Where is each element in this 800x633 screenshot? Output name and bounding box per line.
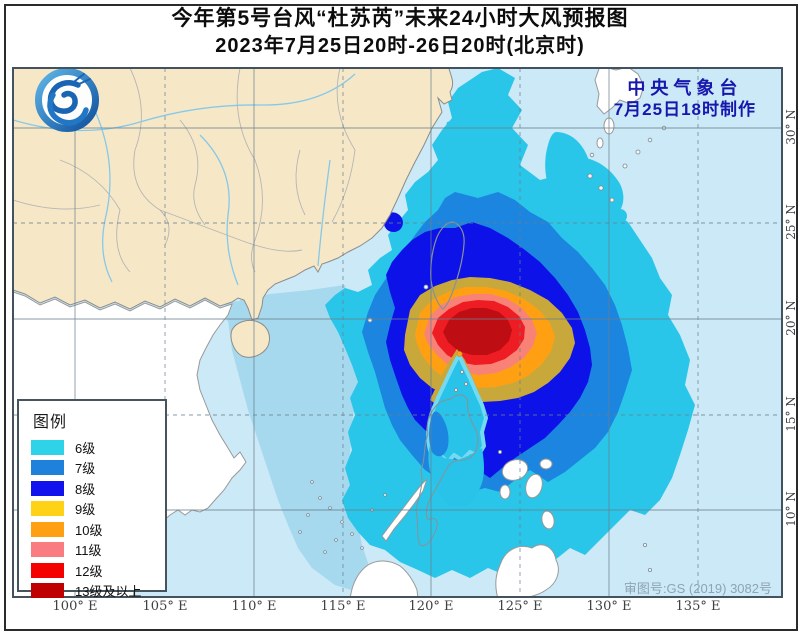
hainan-island xyxy=(230,319,271,358)
page-title: 今年第5号台风“杜苏芮”未来24小时大风预报图 xyxy=(171,7,629,30)
legend-swatch xyxy=(31,583,64,598)
lon-label: 120° E xyxy=(408,599,454,614)
luzon-outline xyxy=(415,394,479,547)
page-subtitle: 2023年7月25日20时-26日20时(北京时) xyxy=(215,35,585,57)
issue-time: 7月25日18时制作 xyxy=(613,100,756,119)
legend-item: 6级 xyxy=(31,437,165,457)
lon-label: 115° E xyxy=(320,599,366,614)
taiwan-outline xyxy=(430,221,465,310)
legend-label: 8级 xyxy=(75,481,96,497)
graticule xyxy=(13,68,782,597)
lon-label: 130° E xyxy=(586,599,632,614)
china-land xyxy=(13,68,454,358)
legend-label: 11级 xyxy=(75,543,102,558)
map-border xyxy=(12,67,783,598)
legend-item: 7级 xyxy=(31,458,165,478)
lon-label: 100° E xyxy=(52,599,98,614)
legend-swatch xyxy=(31,460,64,475)
province-borders xyxy=(13,68,356,273)
lat-label: 25° N xyxy=(784,204,798,240)
legend-label: 9级 xyxy=(75,502,96,517)
visayas-mindanao xyxy=(495,458,559,597)
legend-item: 9级 xyxy=(31,499,165,519)
wind-scale-legend: 图例 6级 7级 8级 9级 10级 11级 12级 xyxy=(17,399,167,599)
lat-label: 10° N xyxy=(784,491,798,527)
legend-swatch xyxy=(31,562,64,578)
cma-logo xyxy=(35,68,99,132)
map-title-block: 今年第5号台风“杜苏芮”未来24小时大风预报图 2023年7月25日20时-26… xyxy=(0,5,800,59)
legend-item: 8级 xyxy=(31,478,165,498)
lat-label: 30° N xyxy=(784,109,798,145)
legend-label: 13级及以上 xyxy=(75,584,142,599)
legend-item: 13级及以上 xyxy=(31,581,165,601)
island-specks xyxy=(298,125,667,573)
legend-item: 11级 xyxy=(31,540,165,560)
rivers xyxy=(13,73,356,286)
lat-label: 20° N xyxy=(784,300,798,336)
agency-credit: 中央气象台 7月25日18时制作 xyxy=(614,77,756,121)
lon-label: 110° E xyxy=(231,599,277,614)
legend-swatch xyxy=(31,521,64,537)
legend-label: 7级 xyxy=(75,461,96,476)
legend-swatch xyxy=(31,439,64,455)
wind-notch-bay xyxy=(426,349,488,507)
agency-name: 中央气象台 xyxy=(627,78,743,98)
legend-item: 12级 xyxy=(31,560,165,580)
legend-swatch xyxy=(31,480,64,496)
legend-label: 12级 xyxy=(75,563,103,579)
lat-label: 15° N xyxy=(784,396,798,432)
lon-label: 125° E xyxy=(497,599,543,614)
lon-label: 105° E xyxy=(142,599,188,614)
legend-label: 10级 xyxy=(75,522,103,538)
island-dot xyxy=(456,351,463,357)
borneo xyxy=(349,560,419,597)
island-outlines xyxy=(415,221,479,547)
legend-title: 图例 xyxy=(33,414,68,431)
legend-swatch xyxy=(31,501,64,516)
legend-item: 10级 xyxy=(31,519,165,539)
map-approval-number: 审图号:GS (2019) 3082号 xyxy=(623,581,772,596)
lon-label: 135° E xyxy=(675,599,721,614)
legend-label: 6级 xyxy=(75,440,96,456)
legend-swatch xyxy=(31,542,64,557)
